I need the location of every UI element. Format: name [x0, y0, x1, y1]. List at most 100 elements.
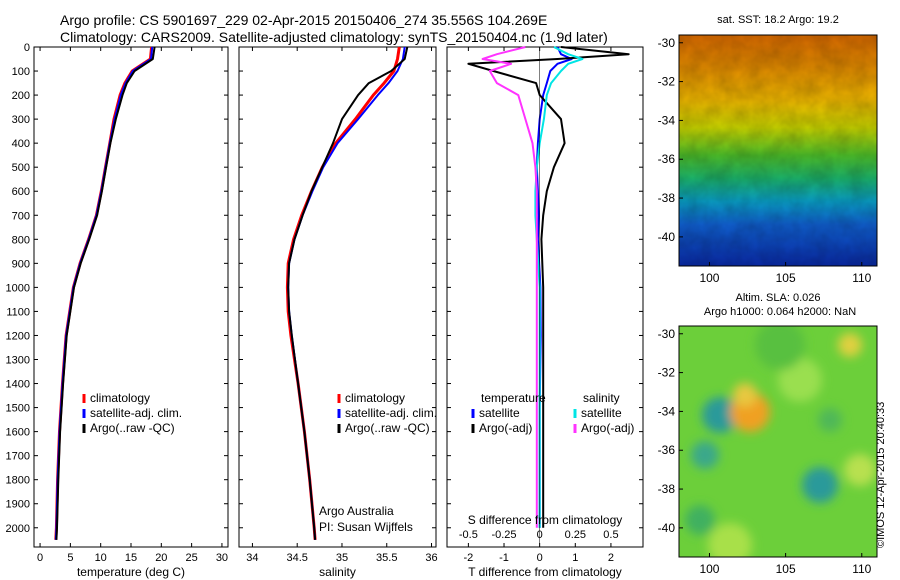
map-y-tick-label: -34 — [658, 113, 676, 127]
x-tick-label: 34.5 — [286, 552, 307, 564]
legend-label: satellite-adj. clim. — [90, 406, 182, 420]
series-line-3 — [481, 46, 538, 528]
depth-tick-label: 500 — [12, 162, 30, 174]
x-tick-label: 1 — [572, 552, 578, 564]
sla-anomaly-blob — [685, 505, 715, 535]
map-x-tick-label: 110 — [852, 562, 871, 576]
panel-frame — [446, 46, 644, 548]
depth-tick-label: 300 — [12, 114, 30, 126]
x-tick-label: -1 — [499, 552, 509, 564]
series-line-0 — [54, 46, 154, 540]
x-axis-label: T difference from climatology — [468, 565, 622, 579]
depth-tick-label: 1200 — [6, 330, 30, 342]
legend-label: Argo(-adj) — [479, 421, 532, 435]
depth-tick-label: 900 — [12, 258, 30, 270]
panel-sla-map: 100 105 110 -30 -32 -34 -36 -38 -40 — [658, 325, 878, 576]
map-x-tick-label: 100 — [699, 562, 719, 576]
depth-tick-label: 1300 — [6, 355, 30, 367]
sst-texture — [679, 35, 877, 266]
x-tick-label: 15 — [125, 552, 137, 564]
depth-tick-label: 2000 — [6, 523, 30, 535]
map-y-tick-label: -30 — [658, 327, 676, 341]
x-tick-label: 25 — [186, 552, 198, 564]
depth-tick-label: 1400 — [6, 379, 30, 391]
legend-label: Argo(..raw -QC) — [90, 421, 175, 435]
map-x-tick-label: 110 — [852, 271, 871, 285]
depth-tick-label: 800 — [12, 234, 30, 246]
legend-label: satellite-adj. clim. — [345, 406, 437, 420]
depth-tick-label: 1500 — [6, 403, 30, 415]
x-tick-label: 20 — [155, 552, 167, 564]
panel-salinity-profile: 34 34.5 35 35.5 36 salinity climatologysatelli… — [238, 46, 438, 579]
legend-label: Argo(-adj) — [581, 421, 634, 435]
legend-label: climatology — [345, 391, 405, 405]
s-tick-label: 0.25 — [565, 529, 586, 541]
s-tick-label: 0.5 — [603, 529, 618, 541]
panel-temperature-profile: 0100200300400500600700800900100011001200… — [6, 42, 229, 579]
sla-anomaly-blob — [733, 383, 757, 407]
map-y-tick-label: -38 — [658, 482, 676, 496]
x-tick-label: 35 — [336, 552, 348, 564]
x-tick-label: 5 — [67, 552, 73, 564]
map-x-tick-label: 105 — [776, 562, 796, 576]
map-y-tick-label: -36 — [658, 152, 676, 166]
x-tick-label: 36 — [425, 552, 437, 564]
map-y-tick-label: -32 — [658, 75, 676, 89]
map-frame — [678, 325, 878, 558]
series-line-1 — [287, 46, 406, 540]
sst-map-title: sat. SST: 18.2 Argo: 19.2 — [717, 14, 839, 26]
depth-tick-label: 1000 — [6, 282, 30, 294]
depth-tick-label: 1700 — [6, 451, 30, 463]
legend-label: climatology — [90, 391, 150, 405]
depth-tick-label: 1600 — [6, 427, 30, 439]
sla-anomaly-blob — [778, 358, 822, 402]
plot-title-line1: Argo profile: CS 5901697_229 02-Apr-2015… — [60, 12, 548, 28]
x-tick-label: 0 — [37, 552, 43, 564]
legend-header-salinity: salinity — [583, 391, 620, 405]
legend-label: satellite — [479, 406, 520, 420]
annotation-line1: Argo Australia — [319, 504, 394, 518]
sla-anomaly-blob — [702, 397, 738, 433]
panel-frame — [33, 46, 229, 548]
s-tick-label: -0.5 — [459, 529, 478, 541]
series-line-1 — [467, 46, 630, 528]
x-tick-label: -2 — [463, 552, 473, 564]
map-y-tick-label: -30 — [658, 36, 676, 50]
map-x-tick-label: 105 — [776, 271, 796, 285]
map-y-tick-label: -38 — [658, 191, 676, 205]
x-tick-label: 0 — [537, 552, 543, 564]
s-axis-label: S difference from climatology — [468, 513, 623, 527]
map-y-tick-label: -36 — [658, 443, 676, 457]
series-line-2 — [287, 46, 409, 540]
sla-anomaly-blob — [755, 326, 805, 370]
x-tick-label: 2 — [608, 552, 614, 564]
depth-tick-label: 1100 — [6, 306, 30, 318]
series-line-2 — [55, 46, 156, 540]
panel-difference-profile: -2 -1 0 1 2T difference from climatology -0.5… — [446, 46, 644, 579]
series-line-0 — [535, 46, 573, 528]
s-tick-label: -0.25 — [491, 529, 516, 541]
depth-tick-label: 1900 — [6, 499, 30, 511]
x-tick-label: 34 — [246, 552, 258, 564]
map-y-tick-label: -40 — [658, 230, 676, 244]
x-axis-label: salinity — [319, 565, 356, 579]
sla-anomaly-blob — [838, 333, 862, 357]
x-tick-label: 30 — [216, 552, 228, 564]
panel-sst-map: 100 105 110 -30 -32 -34 -36 -38 -40 — [658, 34, 878, 285]
x-tick-label: 10 — [95, 552, 107, 564]
sla-anomaly-blob — [802, 467, 838, 503]
legend-label: Argo(..raw -QC) — [345, 421, 430, 435]
series-line-1 — [54, 46, 154, 540]
depth-tick-label: 700 — [12, 210, 30, 222]
depth-tick-label: 400 — [12, 138, 30, 150]
depth-tick-label: 600 — [12, 186, 30, 198]
sla-anomalies — [685, 326, 876, 557]
sla-anomaly-blob — [691, 441, 719, 469]
depth-tick-label: 200 — [12, 90, 30, 102]
depth-tick-label: 0 — [24, 42, 30, 54]
map-x-tick-label: 100 — [699, 271, 719, 285]
panel-frame — [238, 46, 437, 548]
depth-tick-label: 1800 — [6, 475, 30, 487]
plot-title-line2: Climatology: CARS2009. Satellite-adjuste… — [60, 29, 608, 45]
